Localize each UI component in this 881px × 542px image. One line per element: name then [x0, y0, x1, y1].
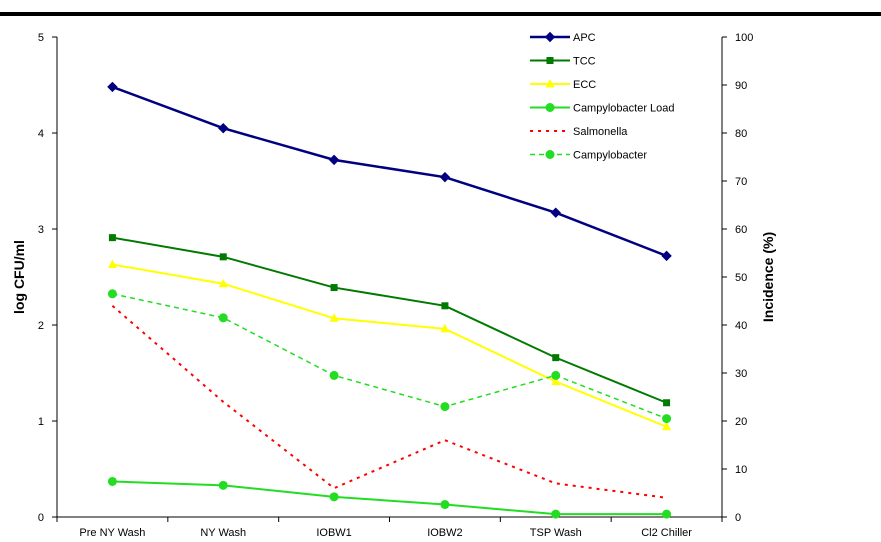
series-tcc — [108, 234, 671, 407]
series-campylobacter-load — [107, 476, 672, 519]
legend-swatch-marker — [544, 31, 556, 43]
y-right-tick-label: 100 — [735, 32, 753, 44]
data-point — [328, 154, 340, 166]
data-point — [219, 253, 227, 261]
data-point — [218, 480, 228, 490]
x-tick-label: IOBW2 — [427, 527, 462, 539]
data-point — [329, 492, 339, 502]
data-point — [551, 376, 561, 386]
legend-item: ECC — [530, 79, 596, 91]
y-left-tick-label: 1 — [38, 416, 44, 428]
data-point — [551, 509, 561, 519]
data-point — [218, 122, 229, 134]
legend-swatch-marker — [545, 103, 555, 112]
y-right-tick-label: 10 — [735, 464, 747, 476]
data-point — [662, 421, 672, 431]
series-line — [112, 236, 667, 404]
y-right-tick-label: 20 — [735, 416, 747, 428]
series-salmonella — [111, 305, 667, 499]
legend-label: ECC — [573, 79, 596, 91]
y-right-tick-label: 40 — [735, 320, 747, 332]
series-line — [112, 480, 667, 516]
y-left-tick-label: 0 — [38, 512, 44, 524]
data-point — [551, 370, 561, 380]
legend-label: TCC — [573, 56, 596, 68]
data-point — [107, 476, 117, 486]
data-point — [440, 500, 450, 510]
series-apc — [107, 81, 672, 262]
legend-label: Campylobacter Load — [573, 103, 675, 115]
legend-item: Campylobacter — [530, 150, 647, 162]
data-point — [662, 414, 672, 424]
data-point — [550, 207, 561, 218]
y-right-tick-label: 70 — [735, 176, 747, 188]
legend-label: Salmonella — [573, 126, 628, 138]
data-point — [329, 313, 339, 322]
data-point — [107, 81, 118, 93]
x-tick-label: Pre NY Wash — [79, 527, 145, 539]
data-point — [663, 399, 671, 407]
y-right-tick-label: 90 — [735, 80, 747, 92]
data-point — [552, 354, 560, 362]
data-point — [662, 509, 672, 519]
data-point — [329, 370, 339, 380]
legend-item: Salmonella — [530, 126, 628, 138]
y-left-tick-label: 4 — [38, 128, 44, 140]
legend-label: APC — [573, 32, 596, 44]
y-right-tick-label: 50 — [735, 272, 747, 284]
data-point — [107, 259, 117, 269]
y-right-tick-label: 80 — [735, 128, 747, 140]
data-point — [440, 402, 450, 412]
x-tick-label: NY Wash — [200, 527, 246, 539]
legend-swatch-marker — [546, 57, 554, 64]
y-right-tick-label: 0 — [735, 512, 741, 524]
legend-label: Campylobacter — [573, 150, 647, 162]
legend-item: TCC — [530, 56, 596, 68]
series-line — [112, 263, 667, 428]
legend-swatch-marker — [545, 79, 555, 88]
x-tick-label: Cl2 Chiller — [641, 527, 692, 539]
data-point — [218, 313, 228, 323]
y-right-tick-label: 30 — [735, 368, 747, 380]
data-point — [441, 302, 449, 310]
series-line — [112, 293, 667, 420]
chart-legend: APC TCC ECC Campylobacter Load Salmonella Cam… — [530, 31, 675, 162]
data-point — [440, 323, 450, 333]
series-line — [111, 85, 668, 258]
top-border-rule — [0, 12, 881, 16]
x-tick-label: IOBW1 — [316, 527, 351, 539]
data-point — [330, 284, 338, 292]
series-ecc — [107, 259, 672, 431]
data-point — [439, 171, 451, 183]
y-axis-right-title: Incidence (%) — [760, 232, 776, 322]
legend-swatch-marker — [545, 150, 555, 159]
data-point — [218, 278, 228, 288]
y-axis-left-title: log CFU/ml — [11, 240, 27, 314]
y-left-tick-label: 5 — [38, 32, 44, 44]
y-left-tick-label: 3 — [38, 224, 44, 236]
series-campylobacter — [107, 289, 672, 424]
legend-item: Campylobacter Load — [530, 103, 675, 115]
legend-item: APC — [530, 31, 596, 44]
x-tick-label: TSP Wash — [530, 527, 582, 539]
data-point — [108, 234, 116, 242]
data-point — [661, 250, 672, 262]
data-point — [107, 289, 117, 299]
y-right-tick-label: 60 — [735, 224, 747, 236]
y-left-tick-label: 2 — [38, 320, 44, 332]
chart-series — [107, 81, 672, 519]
series-line — [111, 305, 667, 499]
